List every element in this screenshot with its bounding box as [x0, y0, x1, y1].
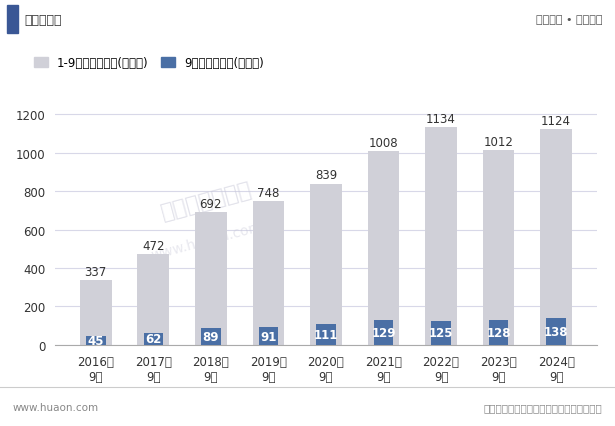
- Text: 839: 839: [315, 169, 337, 182]
- Text: 1012: 1012: [483, 136, 514, 149]
- Bar: [541, 130, 572, 345]
- Text: 129: 129: [371, 326, 395, 339]
- Text: 45: 45: [87, 334, 104, 347]
- Bar: [425, 128, 457, 345]
- Bar: [201, 328, 221, 345]
- Bar: [368, 152, 399, 345]
- Text: 91: 91: [260, 330, 277, 343]
- Bar: [258, 328, 278, 345]
- Text: 692: 692: [200, 197, 222, 210]
- Bar: [483, 151, 514, 345]
- Text: 2016-2024年四川省(境内目的地/货源地)9月进出口总额: 2016-2024年四川省(境内目的地/货源地)9月进出口总额: [151, 53, 464, 71]
- Text: 748: 748: [257, 187, 280, 199]
- Bar: [7, 6, 18, 35]
- Bar: [80, 280, 111, 345]
- Text: 128: 128: [486, 326, 511, 339]
- Text: 1134: 1134: [426, 112, 456, 125]
- Text: 62: 62: [145, 333, 162, 345]
- Text: 111: 111: [314, 328, 338, 341]
- Bar: [489, 320, 509, 345]
- Text: 138: 138: [544, 325, 568, 338]
- Bar: [316, 324, 336, 345]
- Text: 1124: 1124: [541, 114, 571, 127]
- Text: 89: 89: [202, 330, 219, 343]
- Text: 华经产业研究院: 华经产业研究院: [159, 179, 255, 222]
- Text: www.huaon.com: www.huaon.com: [12, 402, 98, 412]
- Bar: [253, 201, 284, 345]
- Text: 337: 337: [85, 265, 107, 278]
- Text: 1008: 1008: [368, 137, 399, 150]
- Text: www.huaon.com: www.huaon.com: [149, 219, 264, 262]
- Bar: [374, 320, 394, 345]
- Bar: [195, 213, 227, 345]
- Bar: [310, 184, 342, 345]
- Bar: [431, 321, 451, 345]
- Text: 数据来源：中国海关；华经产业研究院整理: 数据来源：中国海关；华经产业研究院整理: [484, 402, 603, 412]
- Text: 华经情报网: 华经情报网: [25, 14, 62, 27]
- Bar: [546, 319, 566, 345]
- Legend: 1-9月进出口总额(亿美元), 9月进出口总额(亿美元): 1-9月进出口总额(亿美元), 9月进出口总额(亿美元): [29, 52, 269, 74]
- Bar: [143, 333, 163, 345]
- Text: 125: 125: [429, 327, 453, 340]
- Bar: [86, 337, 106, 345]
- Text: 专业严谨 • 客观科学: 专业严谨 • 客观科学: [536, 15, 603, 25]
- Bar: [138, 255, 169, 345]
- Text: 472: 472: [142, 239, 165, 252]
